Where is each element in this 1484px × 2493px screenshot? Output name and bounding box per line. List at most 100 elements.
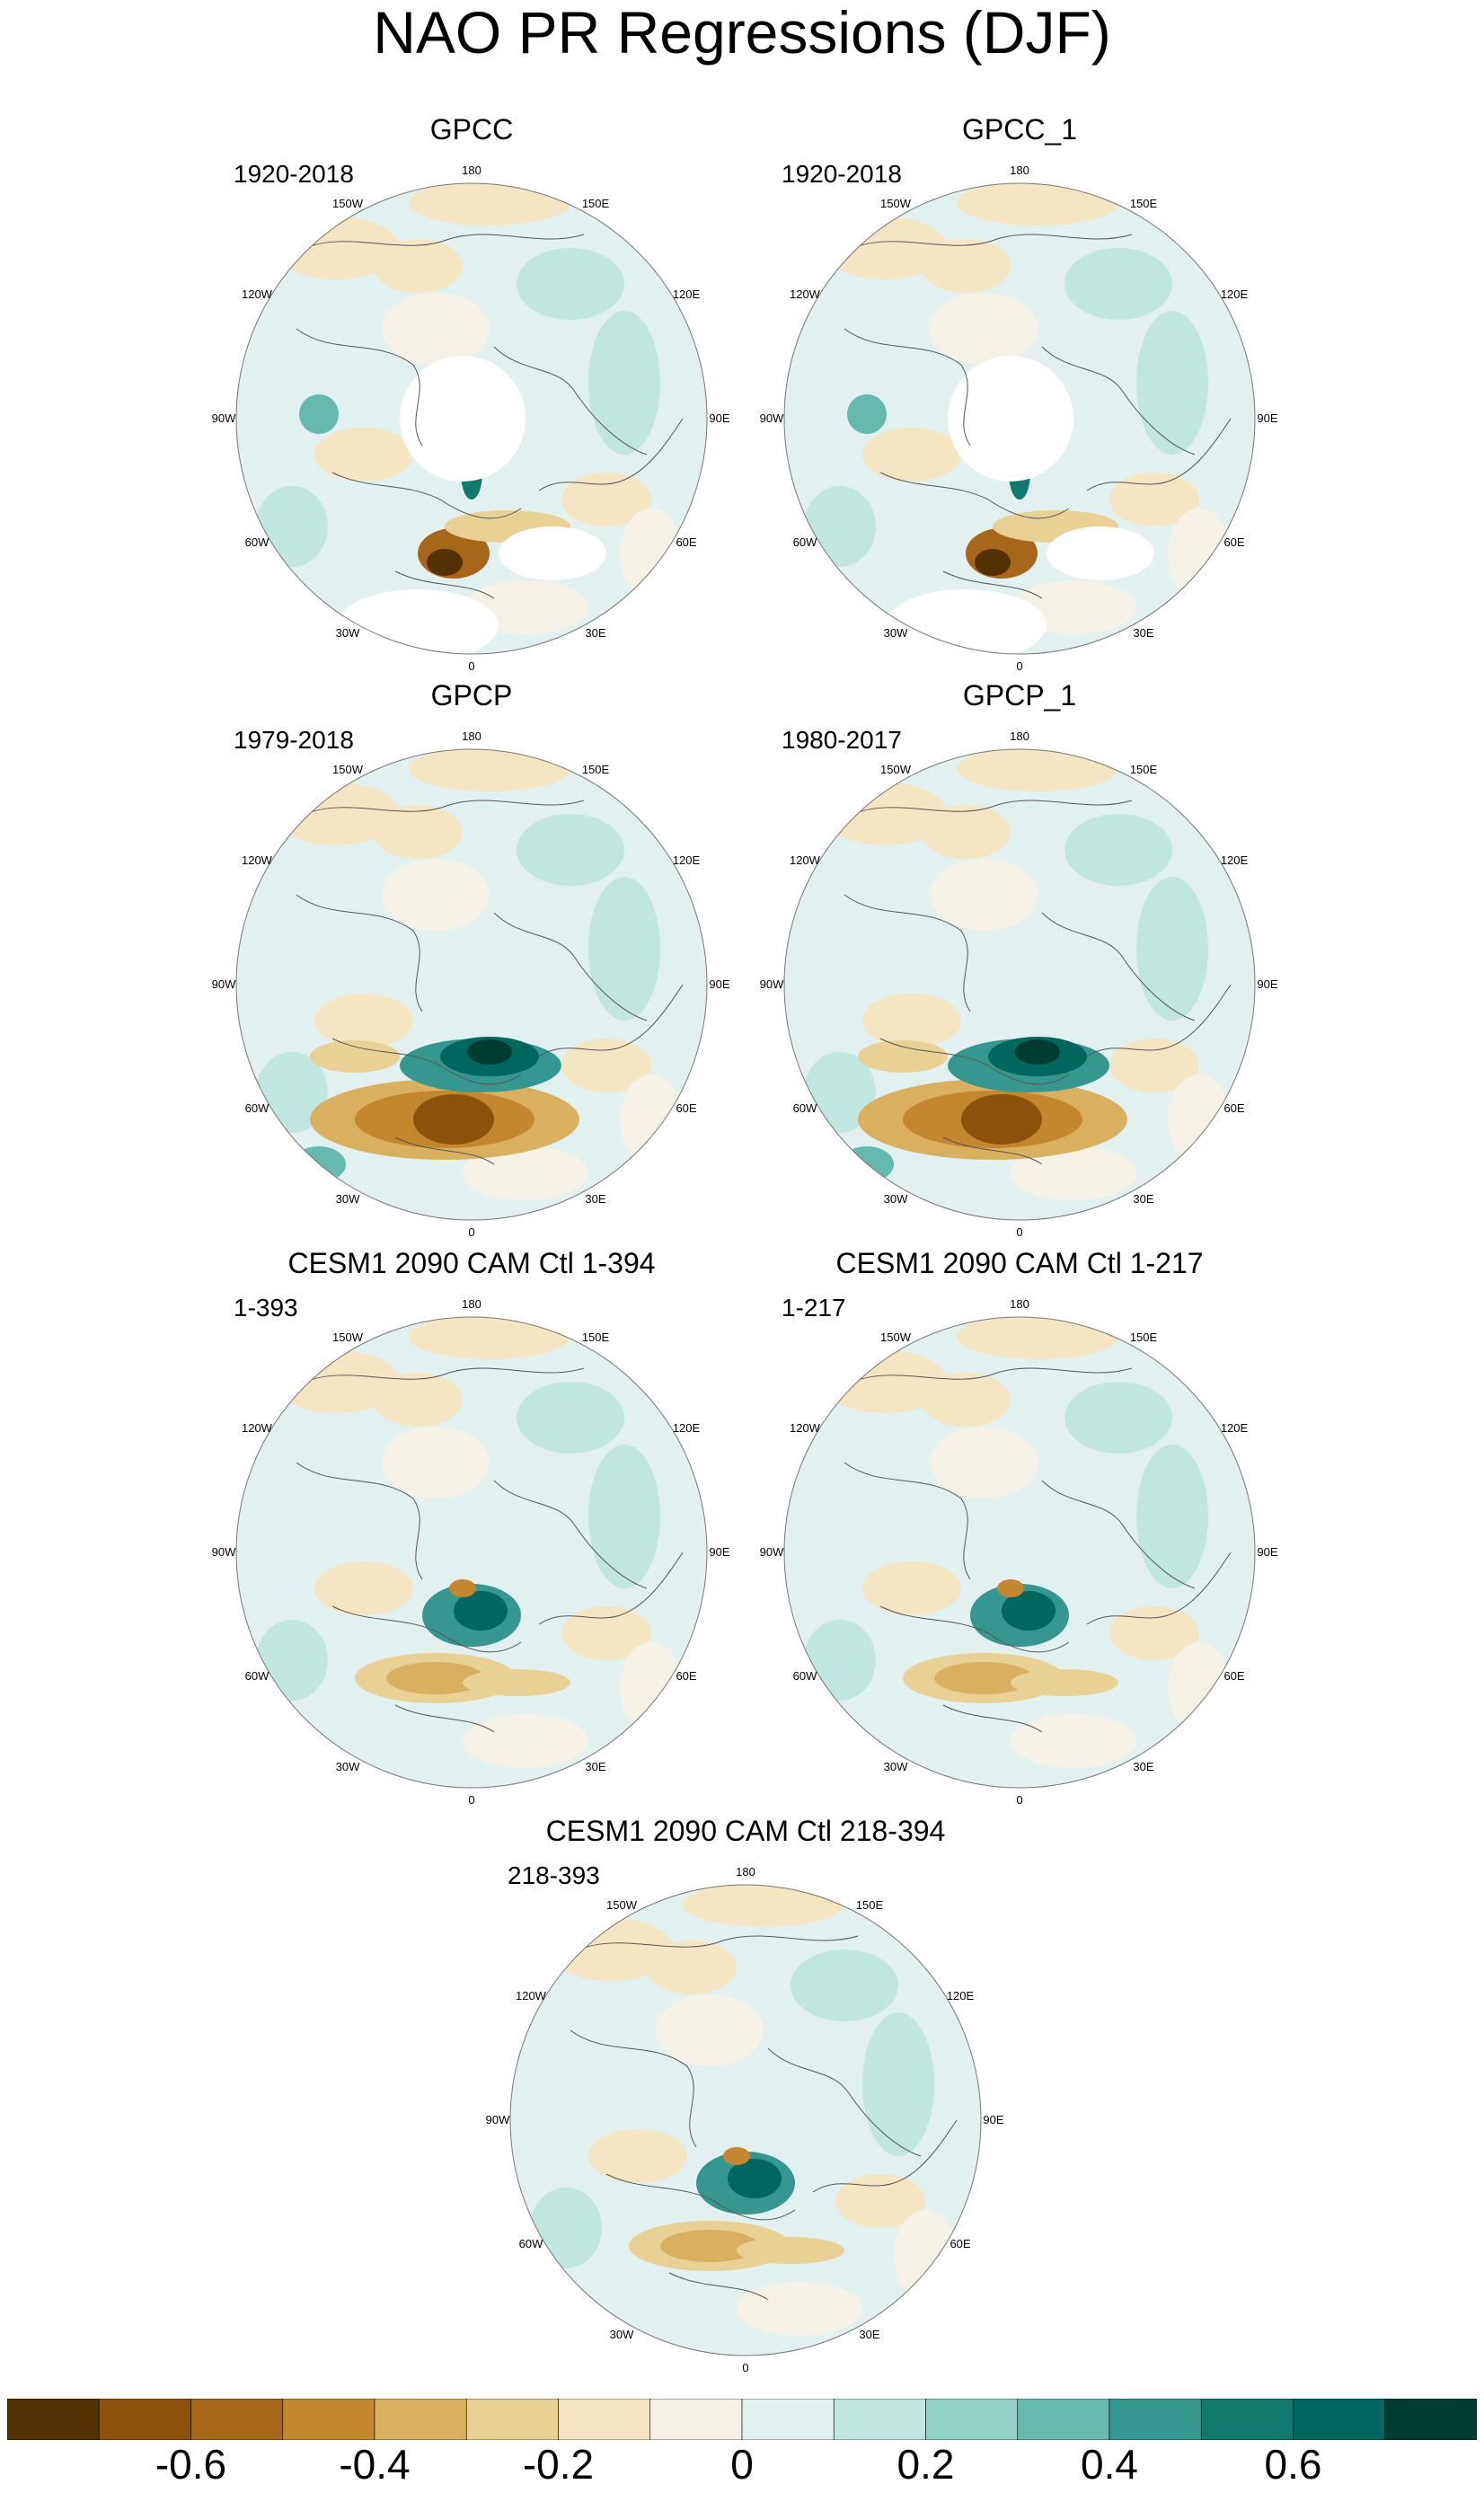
field-contour [894, 2210, 957, 2300]
colorbar-tick-label: 0.6 [1264, 2441, 1322, 2488]
coastline [331, 472, 522, 519]
longitude-label: 90E [709, 977, 729, 991]
longitude-label: 30E [585, 1760, 605, 1773]
coastline [879, 472, 1070, 519]
field-contour [728, 2159, 782, 2198]
colorbar-swatch [1293, 2399, 1386, 2440]
colorbar [7, 2399, 1477, 2440]
field-contour [934, 1662, 1033, 1694]
field-contour [723, 2147, 750, 2165]
coastline [879, 1038, 1070, 1085]
field-contour [847, 394, 887, 434]
field-contour [310, 1040, 400, 1073]
panel-range: 218-393 [508, 1861, 600, 1889]
field-contour [930, 859, 1038, 931]
coastline [942, 570, 1043, 599]
field-contour [1064, 248, 1172, 320]
longitude-label: 150E [1130, 1330, 1158, 1344]
field-contour [382, 293, 490, 365]
field-contour [557, 2012, 629, 2120]
longitude-label: 30E [1133, 1192, 1153, 1206]
coastline [394, 1136, 495, 1165]
map-panel-cesm1-1-217: CESM1 2090 CAM Ctl 1-217 1-217 180 150E 12… [746, 1247, 1294, 1822]
field-contour [791, 1949, 898, 2021]
longitude-label: 0 [1016, 1793, 1022, 1807]
colorbar-tick-label: -0.2 [522, 2441, 595, 2488]
field-contour [449, 1579, 476, 1597]
coastline [1086, 1551, 1232, 1625]
field-contour [1168, 508, 1231, 598]
longitude-label: 90E [983, 2113, 1003, 2126]
field-contour [683, 1885, 844, 1927]
field-contour [386, 1662, 485, 1694]
field-contour [620, 1642, 683, 1732]
longitude-label: 60W [245, 1101, 269, 1115]
panel-title: GPCP [430, 679, 513, 712]
panel-range: 1920-2018 [782, 160, 902, 188]
longitude-label: 30E [1133, 626, 1153, 640]
field-contour [314, 1561, 413, 1615]
longitude-label: 90W [212, 1545, 236, 1559]
field-contour [517, 248, 624, 320]
colorbar-swatch [1109, 2399, 1202, 2440]
coastline [305, 1367, 585, 1383]
longitude-label: 150W [880, 197, 912, 210]
field-contour [975, 549, 1011, 576]
coastline [493, 346, 648, 455]
field-contour [997, 1579, 1024, 1597]
field-contour [454, 1591, 508, 1631]
longitude-label: 150E [856, 1898, 884, 1912]
field-contour [921, 239, 1011, 293]
field-contour [660, 2230, 759, 2262]
colorbar-swatch [1017, 2399, 1110, 2440]
coastline [538, 984, 684, 1057]
field-contour [647, 1940, 737, 1994]
field-contour [957, 1317, 1118, 1359]
field-contour [804, 486, 876, 567]
field-contour [373, 805, 463, 859]
coastline [942, 1136, 1043, 1165]
map-boundary [235, 748, 708, 1221]
field-contour [921, 1373, 1011, 1427]
longitude-label: 150W [880, 1330, 912, 1344]
coastline [844, 328, 971, 446]
map-panel-gpcc-1: GPCC_1 1920-2018 180 150E 120E 90E 60E 30E 0 30… [746, 113, 1294, 688]
coastline [879, 1605, 1070, 1653]
longitude-label: 120W [242, 287, 273, 301]
longitude-label: 150W [606, 1898, 638, 1912]
field-contour [961, 1094, 1042, 1145]
panel-title: CESM1 2090 CAM Ctl 218-394 [545, 1815, 946, 1847]
coastline [1041, 346, 1196, 455]
coastline [1086, 418, 1232, 491]
longitude-label: 120W [516, 1989, 547, 2002]
coastline [305, 234, 585, 249]
longitude-label: 60W [245, 1669, 269, 1683]
longitude-label: 150W [332, 1330, 364, 1344]
polar-map: 180 150E 120E 90E 60E 30E 0 30W 60W 90W 120W 150W [760, 1297, 1278, 1807]
field-contour [1136, 1445, 1208, 1588]
field-contour [737, 2237, 844, 2264]
field-contour [831, 1445, 903, 1552]
coastline [570, 2029, 697, 2148]
field-contour [530, 2188, 602, 2268]
longitude-label: 120E [1221, 853, 1249, 867]
colorbar-swatch [282, 2399, 375, 2440]
field-contour [463, 1714, 588, 1768]
field-contour [1109, 473, 1199, 526]
polar-map: 180 150E 120E 90E 60E 30E 0 30W 60W 90W 120W 150W [760, 164, 1278, 673]
colorbar-tick-label: -0.4 [339, 2441, 411, 2488]
coastline [493, 912, 648, 1021]
longitude-label: 0 [468, 1225, 474, 1239]
field-contour [409, 749, 570, 791]
coastline [852, 800, 1133, 815]
field-contour [373, 1373, 463, 1427]
masked-ocean [885, 589, 1047, 654]
regression-field [784, 1317, 1255, 1788]
masked-ocean [499, 526, 606, 580]
coastline [668, 2272, 769, 2301]
field-contour [256, 486, 328, 567]
panel-title: GPCC [429, 113, 514, 146]
regression-field [510, 1885, 981, 2356]
colorbar-swatch [1200, 2399, 1294, 2440]
longitude-label: 150W [880, 763, 912, 776]
